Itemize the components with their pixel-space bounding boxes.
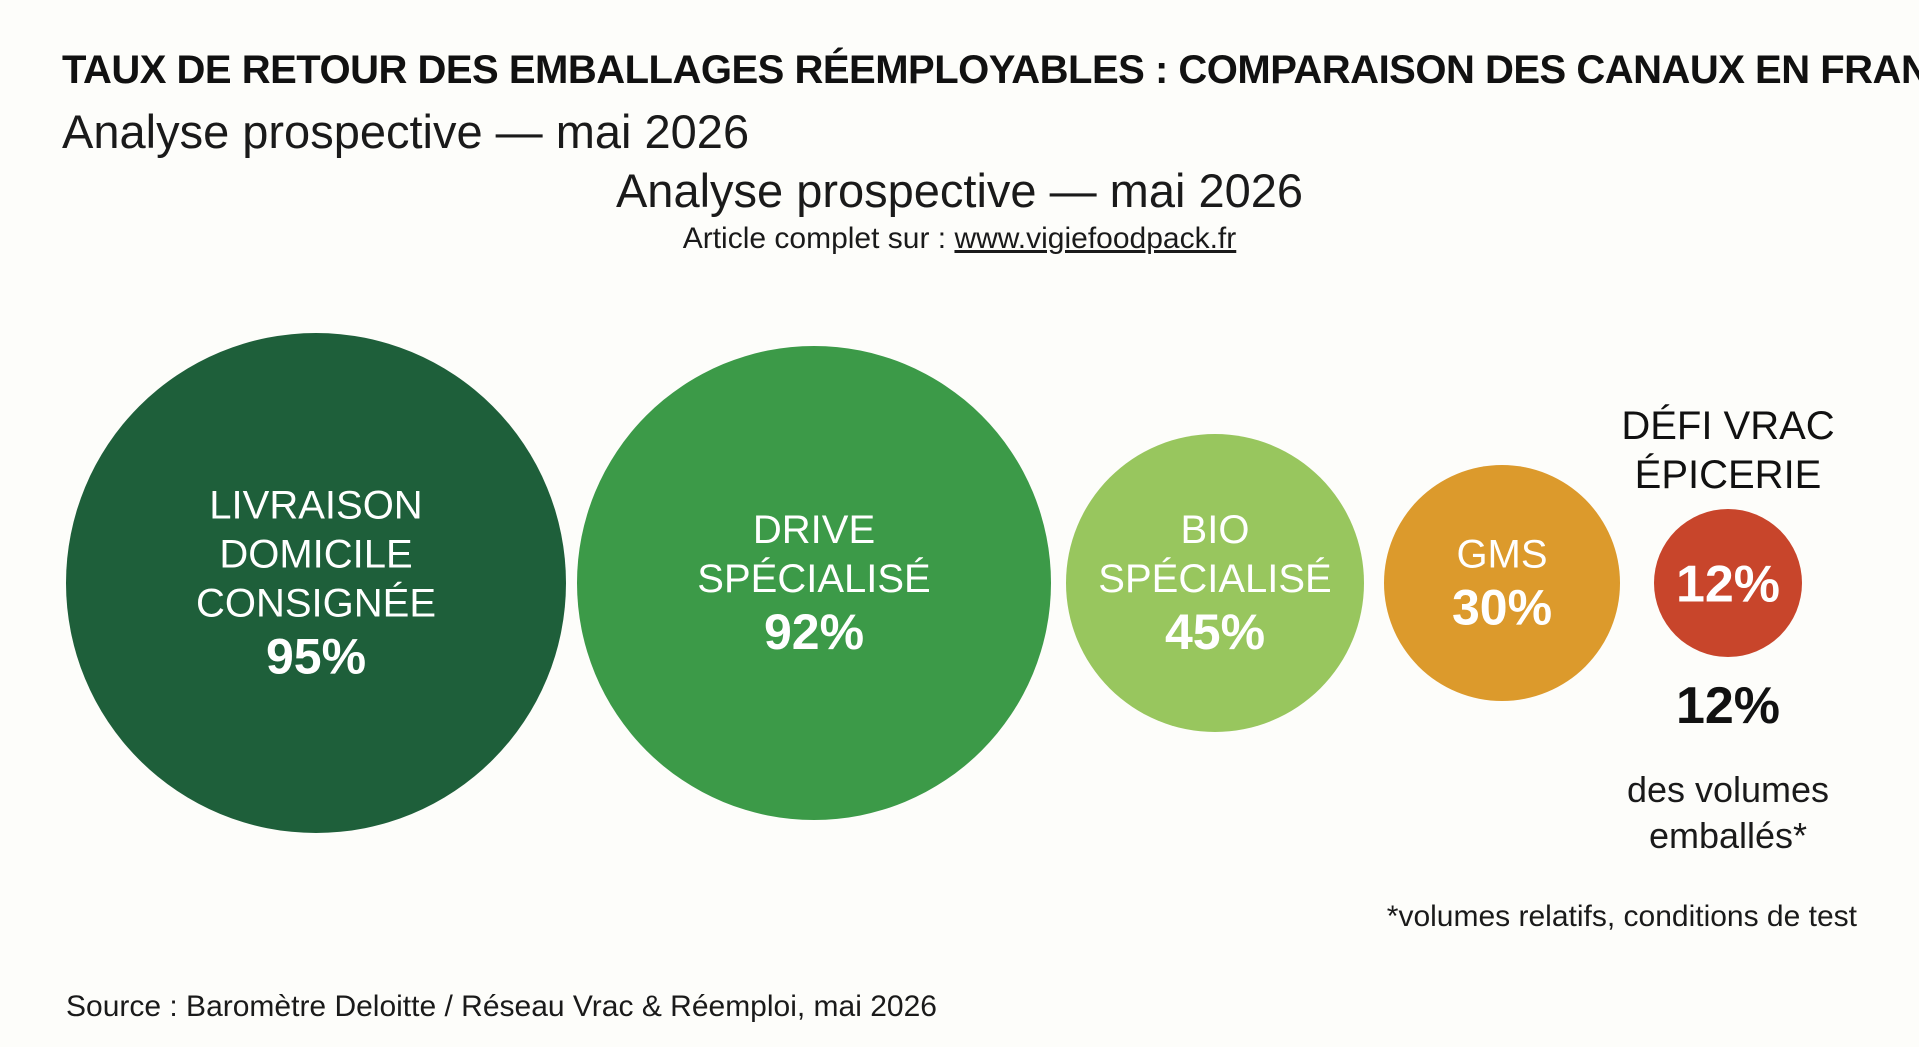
bubble-category-label: SPÉCIALISÉ bbox=[1098, 556, 1331, 601]
callout-description: des volumes bbox=[1627, 769, 1829, 810]
bubble-category-label: SPÉCIALISÉ bbox=[697, 556, 930, 601]
callout-value: 12% bbox=[1676, 677, 1780, 735]
article-link[interactable]: www.vigiefoodpack.fr bbox=[954, 222, 1237, 255]
bubble-mark bbox=[66, 333, 566, 833]
chart-subtitle-left: Analyse prospective — mai 2026 bbox=[62, 105, 750, 158]
bubble-mark bbox=[1066, 434, 1364, 732]
bubble-value-label: 30% bbox=[1452, 580, 1552, 636]
chart-subtitle-center: Analyse prospective — mai 2026 bbox=[615, 164, 1304, 217]
source-note: Source : Baromètre Deloitte / Réseau Vra… bbox=[66, 990, 937, 1023]
bubble-mark bbox=[577, 346, 1051, 820]
callout-heading: DÉFI VRAC bbox=[1621, 403, 1834, 448]
article-prefix: Article complet sur : bbox=[682, 222, 955, 255]
bubble-value-label: 95% bbox=[266, 629, 366, 685]
bubble-value-label: 12% bbox=[1676, 556, 1780, 614]
bubble-mark bbox=[1654, 509, 1802, 657]
bubble-category-label: DRIVE bbox=[753, 508, 875, 552]
article-reference: Article complet sur : www.vigiefoodpack.… bbox=[0, 222, 1919, 256]
bubble-category-label: BIO bbox=[1181, 508, 1250, 552]
callout-description: emballés* bbox=[1649, 815, 1807, 856]
chart-title: TAUX DE RETOUR DES EMBALLAGES RÉEMPLOYAB… bbox=[62, 48, 1919, 92]
bubble-group: 12% bbox=[1654, 509, 1802, 657]
bubble-mark bbox=[1384, 465, 1620, 701]
bubble-value-label: 92% bbox=[764, 604, 864, 660]
bubble-category-label: GMS bbox=[1456, 533, 1547, 577]
bubble-category-label: LIVRAISON bbox=[209, 484, 422, 528]
bubble-category-label: DOMICILE bbox=[219, 533, 412, 577]
bubble-value-label: 45% bbox=[1165, 604, 1265, 660]
bubble-category-label: CONSIGNÉE bbox=[196, 581, 436, 626]
footnote: *volumes relatifs, conditions de test bbox=[1386, 900, 1857, 933]
callout-heading: ÉPICERIE bbox=[1635, 452, 1822, 497]
